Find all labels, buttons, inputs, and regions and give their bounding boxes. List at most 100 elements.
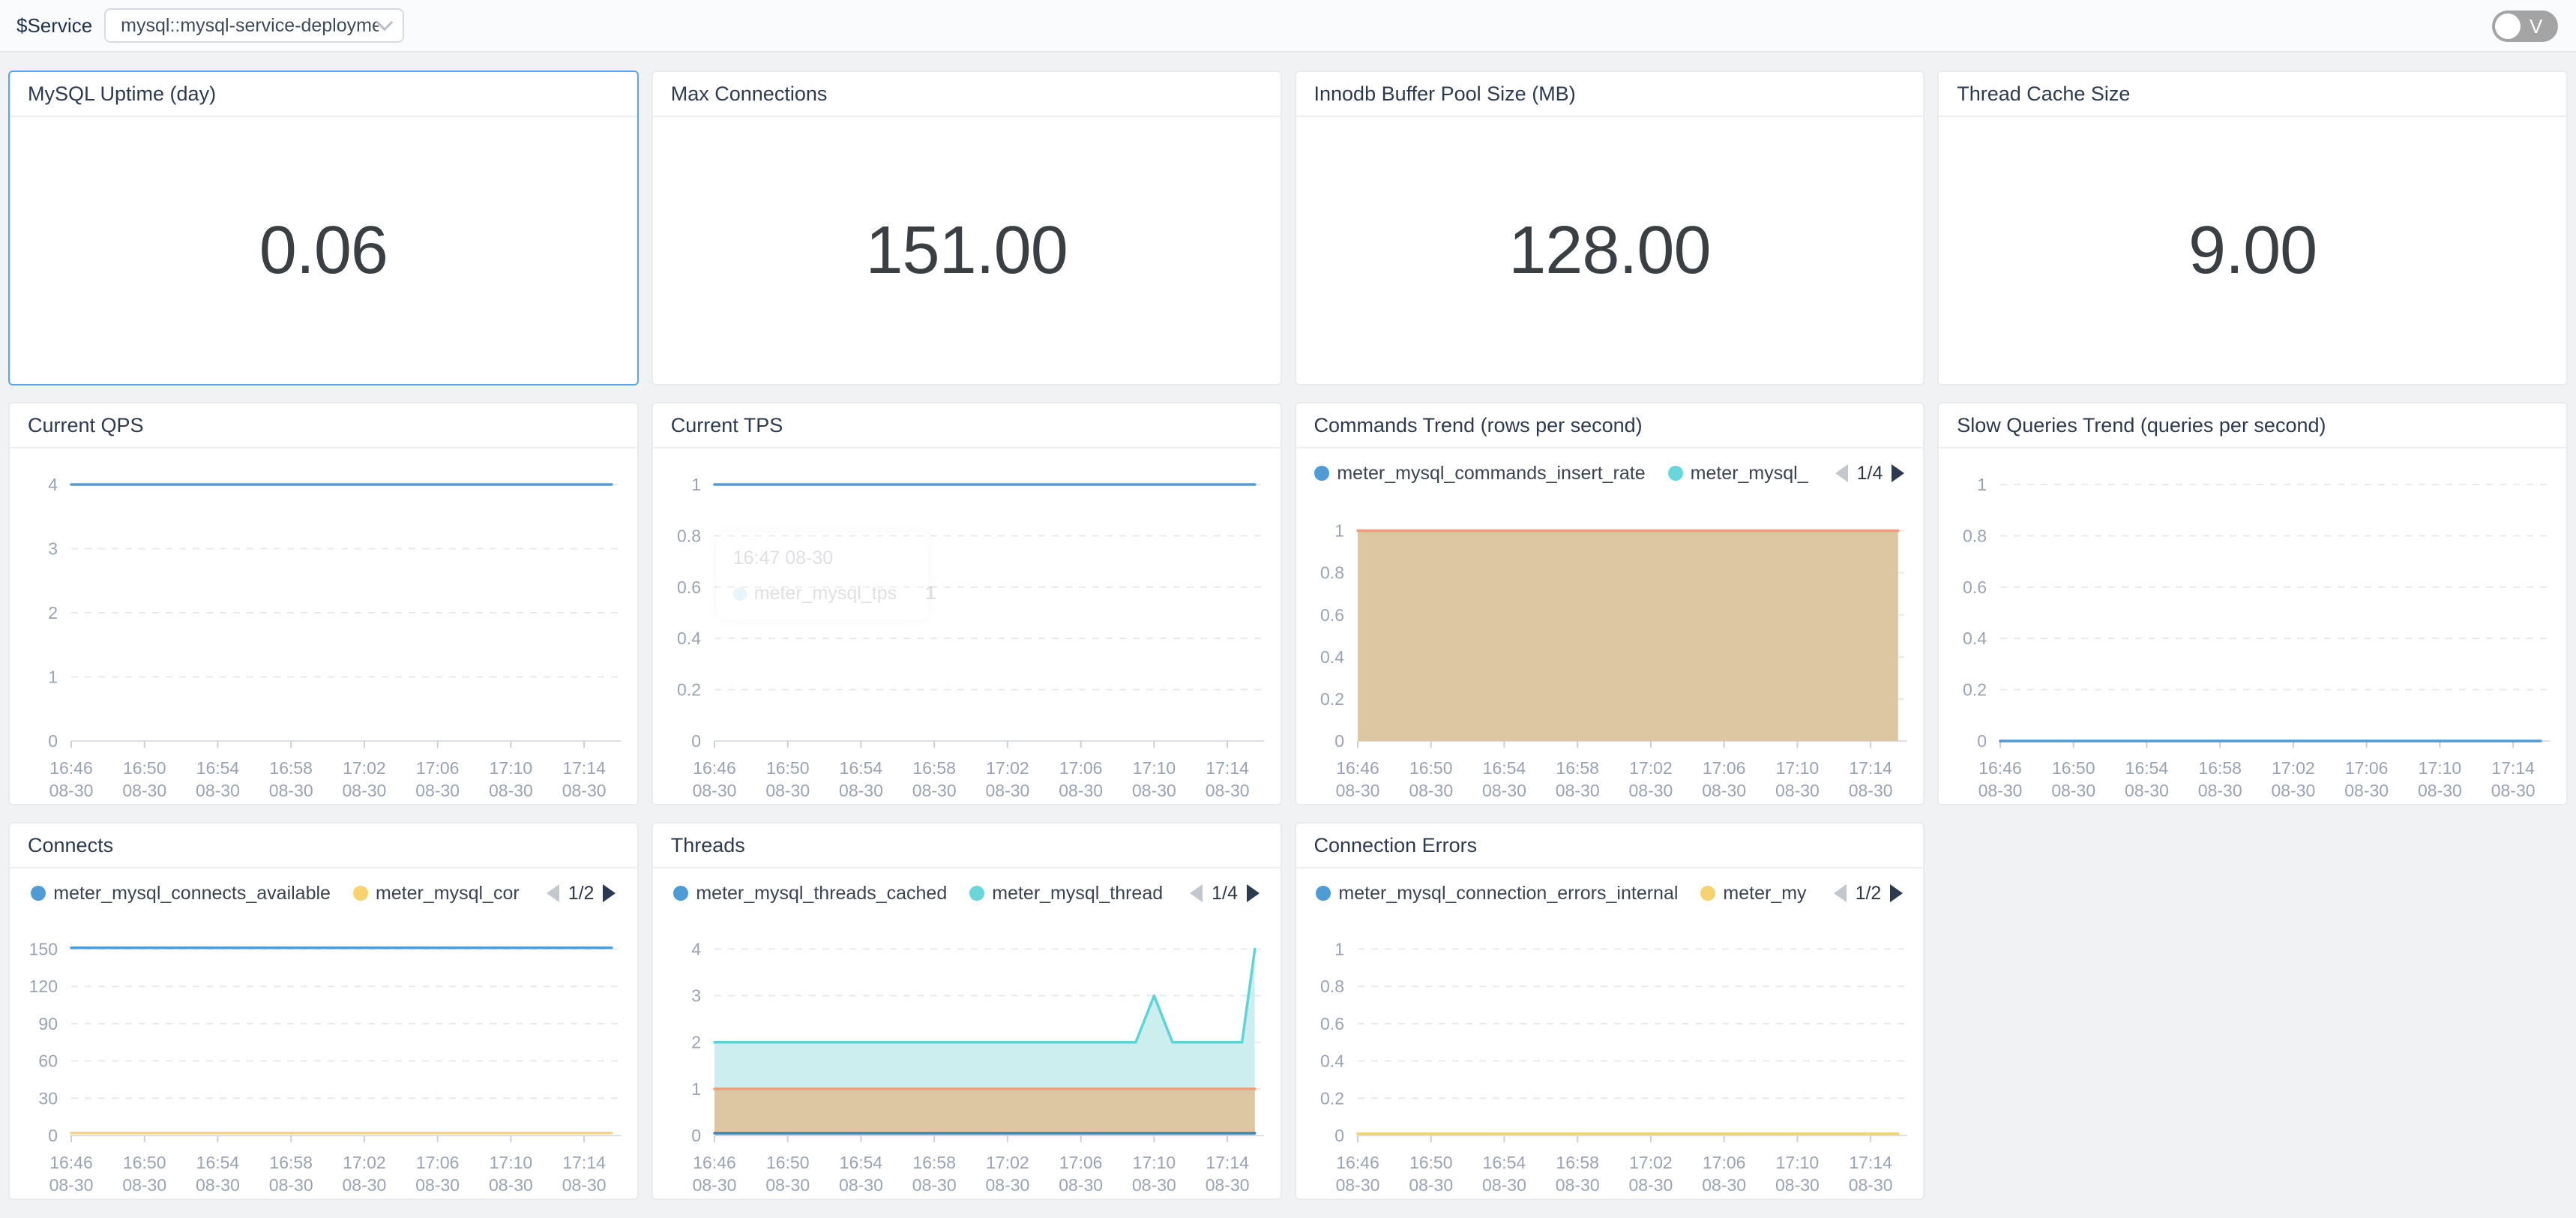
panel-commands-trend[interactable]: Commands Trend (rows per second) meter_m… xyxy=(1294,402,1925,806)
panel-threads[interactable]: Threads meter_mysql_threads_cached meter_… xyxy=(651,822,1282,1200)
svg-text:08-30: 08-30 xyxy=(122,1175,166,1195)
svg-text:17:06: 17:06 xyxy=(1702,758,1745,778)
legend-pager: 1/4 xyxy=(1190,883,1260,904)
svg-text:17:02: 17:02 xyxy=(2272,758,2315,778)
svg-text:08-30: 08-30 xyxy=(2491,781,2536,800)
chart-legend: meter_mysql_connection_errors_internal me… xyxy=(1296,868,1924,918)
chart-canvas[interactable]: 0 1 2 3 4 16:46 08-30 16:50 08-30 16:54 08-30 16:58… xyxy=(653,918,1281,1198)
svg-text:0.4: 0.4 xyxy=(677,628,701,648)
panel-connects[interactable]: Connects meter_mysql_connects_available m… xyxy=(8,822,639,1200)
legend-next-icon[interactable] xyxy=(603,884,616,902)
legend-item[interactable]: meter_mysql_threads_cached xyxy=(673,883,947,904)
svg-text:0: 0 xyxy=(1977,731,1987,751)
panel-max-connections[interactable]: Max Connections 151.00 xyxy=(651,70,1282,386)
legend-dot-icon xyxy=(673,886,689,901)
legend-dot-icon xyxy=(1700,886,1716,901)
stat-value: 128.00 xyxy=(1508,212,1711,288)
svg-text:08-30: 08-30 xyxy=(1059,781,1103,800)
panel-slow-queries-trend[interactable]: Slow Queries Trend (queries per second) … xyxy=(1937,402,2568,806)
service-select-value: mysql::mysql-service-deployme xyxy=(121,14,379,36)
chart-canvas[interactable]: 0 0.2 0.4 0.6 0.8 1 16:46 08-30 16:50 08-30 16:54 0… xyxy=(653,448,1281,804)
chart-canvas[interactable]: 0 30 60 90 120 150 16:46 08-30 16:50 08-30 16:54 08… xyxy=(10,918,637,1198)
svg-text:08-30: 08-30 xyxy=(692,1175,736,1195)
toggle-label: V xyxy=(2530,14,2543,38)
svg-text:08-30: 08-30 xyxy=(2345,781,2389,800)
panel-connection-errors[interactable]: Connection Errors meter_mysql_connection… xyxy=(1294,822,1925,1200)
svg-text:17:02: 17:02 xyxy=(1629,758,1673,778)
svg-text:08-30: 08-30 xyxy=(1335,781,1379,800)
svg-text:16:58: 16:58 xyxy=(912,1153,956,1172)
svg-text:0.8: 0.8 xyxy=(1963,526,1987,545)
svg-text:2: 2 xyxy=(691,1033,701,1052)
chart-canvas[interactable]: 0 1 2 3 4 16:46 08-30 16:50 08-30 16:54 08-30 16:58… xyxy=(10,448,637,804)
legend-label: meter_mysql_connection_errors_internal xyxy=(1338,882,1679,904)
svg-text:17:14: 17:14 xyxy=(2492,758,2536,778)
svg-text:0.2: 0.2 xyxy=(1320,1088,1344,1108)
service-variable-label: $Service xyxy=(16,14,93,37)
svg-text:08-30: 08-30 xyxy=(1775,781,1819,800)
chart-canvas[interactable]: 0 0.2 0.4 0.6 0.8 1 16:46 08-30 16:50 08-30 16:54 0… xyxy=(1296,918,1924,1198)
legend-prev-icon[interactable] xyxy=(1833,884,1847,902)
panel-current-tps[interactable]: Current TPS 0 0.2 0.4 0.6 0.8 1 16:46 08-30 16:5… xyxy=(651,402,1282,806)
svg-text:0.4: 0.4 xyxy=(1320,647,1344,667)
svg-text:08-30: 08-30 xyxy=(1335,1175,1379,1195)
svg-text:16:58: 16:58 xyxy=(1556,1153,1599,1172)
svg-text:0.2: 0.2 xyxy=(1320,689,1344,709)
svg-text:08-30: 08-30 xyxy=(1978,781,2023,800)
svg-text:08-30: 08-30 xyxy=(985,781,1029,800)
svg-text:08-30: 08-30 xyxy=(269,1175,313,1195)
legend-item[interactable]: meter_mysql_thread xyxy=(969,883,1163,904)
chart-canvas[interactable]: 0 0.2 0.4 0.6 0.8 1 16:46 08-30 16:50 08-30 16:54 0… xyxy=(1296,498,1924,804)
panel-title: Commands Trend (rows per second) xyxy=(1313,413,1643,436)
legend-label: meter_mysql_cor xyxy=(375,882,520,904)
panel-thread-cache-size[interactable]: Thread Cache Size 9.00 xyxy=(1937,70,2568,386)
legend-item[interactable]: meter_mysql_connection_errors_internal xyxy=(1316,883,1678,904)
legend-label: meter_my xyxy=(1723,882,1807,904)
legend-item[interactable]: meter_mysql_cor xyxy=(352,882,520,904)
panel-innodb-buffer-pool-size[interactable]: Innodb Buffer Pool Size (MB) 128.00 xyxy=(1294,70,1925,386)
svg-text:17:06: 17:06 xyxy=(1059,758,1103,778)
legend-dot-icon xyxy=(1316,886,1331,901)
legend-next-icon[interactable] xyxy=(1890,884,1904,902)
legend-prev-icon[interactable] xyxy=(546,884,559,902)
svg-text:17:14: 17:14 xyxy=(1206,758,1249,778)
legend-dot-icon xyxy=(969,886,985,901)
svg-text:08-30: 08-30 xyxy=(1205,781,1249,800)
legend-item[interactable]: meter_my xyxy=(1700,882,1807,904)
legend-item[interactable]: meter_mysql_commands_insert_rate xyxy=(1314,463,1646,484)
panel-body: 128.00 xyxy=(1296,117,1924,384)
svg-text:08-30: 08-30 xyxy=(1848,781,1892,800)
svg-text:08-30: 08-30 xyxy=(1132,781,1176,800)
svg-text:08-30: 08-30 xyxy=(1482,1175,1526,1195)
legend-page-indicator: 1/4 xyxy=(1856,462,1883,484)
stat-value: 151.00 xyxy=(865,212,1068,288)
legend-prev-icon[interactable] xyxy=(1835,464,1848,482)
svg-text:16:58: 16:58 xyxy=(269,1153,313,1172)
stat-value: 9.00 xyxy=(2188,212,2317,288)
chart-canvas[interactable]: 0 0.2 0.4 0.6 0.8 1 16:46 08-30 16:50 08-30 16:54 0… xyxy=(1939,448,2566,804)
svg-text:08-30: 08-30 xyxy=(2125,781,2169,800)
panel-current-qps[interactable]: Current QPS 0 1 2 3 4 16:46 08-30 16:50 08-30 16:… xyxy=(8,402,639,806)
svg-text:17:10: 17:10 xyxy=(1132,1153,1176,1172)
legend-label: meter_mysql_connects_available xyxy=(53,882,331,904)
svg-text:08-30: 08-30 xyxy=(839,1175,883,1195)
svg-text:08-30: 08-30 xyxy=(765,781,810,800)
legend-pager: 1/4 xyxy=(1835,463,1905,484)
panel-mysql-uptime[interactable]: MySQL Uptime (day) 0.06 xyxy=(8,70,639,386)
chart-legend: meter_mysql_commands_insert_rate meter_my… xyxy=(1296,448,1924,498)
legend-item[interactable]: meter_mysql_connects_available xyxy=(31,883,331,904)
panel-title: Slow Queries Trend (queries per second) xyxy=(1957,413,2326,436)
panel-body: 0.06 xyxy=(10,117,637,384)
legend-item[interactable]: meter_mysql_ xyxy=(1667,463,1808,484)
panel-header: MySQL Uptime (day) xyxy=(10,72,637,117)
legend-next-icon[interactable] xyxy=(1246,884,1260,902)
svg-text:0.8: 0.8 xyxy=(677,526,701,545)
view-toggle[interactable]: V xyxy=(2492,10,2558,42)
legend-prev-icon[interactable] xyxy=(1190,884,1203,902)
svg-text:08-30: 08-30 xyxy=(1702,781,1746,800)
svg-text:08-30: 08-30 xyxy=(196,1175,240,1195)
legend-next-icon[interactable] xyxy=(1892,464,1905,482)
service-select[interactable]: mysql::mysql-service-deployme xyxy=(104,8,405,43)
svg-text:0.4: 0.4 xyxy=(1963,628,1987,648)
legend-dot-icon xyxy=(1667,466,1683,481)
